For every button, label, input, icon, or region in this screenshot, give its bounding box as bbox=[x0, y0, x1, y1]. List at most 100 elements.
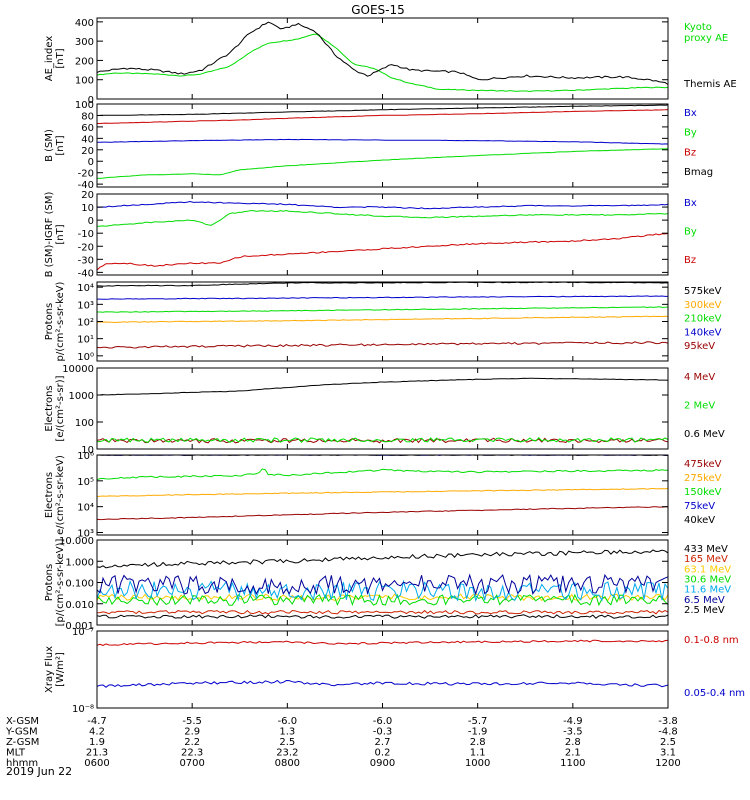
legend-entry: 165 MeV bbox=[684, 554, 728, 565]
legend-entry: 30.6 MeV bbox=[684, 575, 731, 586]
y-tick-label: 10² bbox=[77, 318, 94, 329]
legend-entry: 40keV bbox=[684, 515, 715, 526]
legend-entry: 6.5 MeV bbox=[684, 595, 725, 606]
x-row-value: 0700 bbox=[179, 758, 204, 769]
y-tick-label: 40 bbox=[81, 134, 94, 145]
legend-entry: 2.5 MeV bbox=[684, 605, 725, 616]
series-line-7-2 bbox=[97, 609, 668, 615]
legend-entry: 2 MeV bbox=[684, 401, 715, 412]
y-axis-title: AE_index[nT] bbox=[44, 36, 66, 82]
x-row-value: -4.8 bbox=[658, 727, 678, 738]
figure-title: GOES-15 bbox=[351, 3, 405, 17]
series-line-3-2 bbox=[97, 209, 668, 227]
series-line-7-6 bbox=[97, 573, 668, 596]
series-line-7-7 bbox=[97, 614, 668, 619]
y-axis-title: Electrons[e/(cm²-s-sr)] bbox=[44, 375, 66, 441]
legend-entry: 4 MeV bbox=[684, 372, 715, 383]
legend-entry: 275keV bbox=[684, 473, 722, 484]
series-line-7-4 bbox=[97, 593, 668, 607]
legend-entry: 11.6 MeV bbox=[684, 585, 731, 596]
y-tick-label: -20 bbox=[78, 169, 94, 180]
date-label: 2019 Jun 22 bbox=[6, 765, 72, 778]
panel-3: -40 -30 -20 -10 0 10 20 B (SM)-IGRF (SM)[nT] Bx B… bbox=[44, 190, 697, 279]
y-tick-label: -20 bbox=[78, 242, 94, 253]
y-tick-label: -10 bbox=[78, 229, 94, 240]
legend-entry: 95keV bbox=[684, 341, 715, 352]
y-tick-label: 300 bbox=[75, 37, 94, 48]
x-row-value: 1.3 bbox=[279, 727, 295, 738]
y-tick-label: -30 bbox=[78, 255, 94, 266]
panel-6: 10³ 10⁴ 10⁵ 10⁶ Electronse/(cm²-s-sr-keV) 475… bbox=[44, 451, 722, 539]
x-row-value: 3.1 bbox=[660, 748, 676, 759]
legend-entry: 75keV bbox=[684, 501, 715, 512]
panel-7: 0.001 0.010 0.100 1.000 10.000Protons[p/(cm²… bbox=[44, 536, 731, 632]
series-line-3-3 bbox=[97, 233, 668, 271]
x-row-value: 0.2 bbox=[375, 748, 391, 759]
x-row-value: 2.9 bbox=[184, 727, 200, 738]
legend-entry: 575keV bbox=[684, 286, 722, 297]
x-row-value: -1.9 bbox=[468, 727, 488, 738]
x-row-label: hhmm bbox=[6, 758, 38, 769]
x-row-value: 2.7 bbox=[375, 737, 391, 748]
legend-entry: 140keV bbox=[684, 327, 722, 338]
y-tick-label: 400 bbox=[75, 18, 94, 29]
panel-4: 10⁰ 10¹ 10² 10³ 10⁴ Protonsp/(cm²-s-sr-keV) 57… bbox=[44, 281, 722, 362]
x-row-value: 2.1 bbox=[565, 748, 581, 759]
x-row-label: Y-GSM bbox=[5, 727, 38, 738]
y-tick-label: 10⁰ bbox=[77, 352, 94, 363]
x-row-value: -4.9 bbox=[563, 716, 583, 727]
legend-entry: Bx bbox=[684, 108, 697, 119]
legend-entry: 433 MeV bbox=[684, 544, 728, 555]
series-line-2-1 bbox=[97, 138, 668, 145]
y-tick-label: 10 bbox=[81, 445, 94, 456]
legend-entry: Bx bbox=[684, 198, 697, 209]
y-tick-label: 100 bbox=[75, 418, 94, 429]
series-line-6-1 bbox=[97, 506, 668, 521]
legend-entry: 210keV bbox=[684, 314, 722, 325]
y-tick-label: 200 bbox=[75, 56, 94, 67]
legend-entry: 0.05-0.4 nm bbox=[684, 688, 745, 699]
x-row-value: -4.7 bbox=[87, 716, 107, 727]
x-row-value: 1000 bbox=[465, 758, 490, 769]
series-line-7-1 bbox=[97, 549, 668, 569]
legend-entry: 475keV bbox=[684, 459, 722, 470]
legend-entry: By bbox=[684, 227, 697, 238]
x-row-value: 23.2 bbox=[276, 748, 298, 759]
legend-entry: Themis AE bbox=[683, 79, 737, 90]
y-tick-label: 10.000 bbox=[59, 536, 94, 547]
y-tick-label: -40 bbox=[78, 268, 94, 279]
y-tick-label: 0 bbox=[88, 95, 94, 106]
series-line-4-2 bbox=[97, 315, 668, 324]
series-line-4-3 bbox=[97, 306, 668, 313]
y-tick-label: 100 bbox=[75, 100, 94, 111]
series-line-2-3 bbox=[97, 109, 668, 124]
x-row-value: -3.8 bbox=[658, 716, 678, 727]
legend-entry: 0.6 MeV bbox=[684, 429, 725, 440]
series-line-8-2 bbox=[97, 679, 668, 688]
x-row-value: 21.3 bbox=[86, 748, 108, 759]
y-tick-label: 10⁵ bbox=[77, 477, 94, 488]
x-row-label: Z-GSM bbox=[6, 737, 39, 748]
y-tick-label: 10⁴ bbox=[77, 503, 94, 514]
y-tick-label: 10⁻⁷ bbox=[72, 627, 94, 638]
y-axis-title: B (SM)-IGRF (SM)[nT] bbox=[44, 192, 66, 278]
series-line-4-5 bbox=[97, 341, 668, 349]
y-axis-title: B (SM)[nT] bbox=[44, 129, 66, 162]
y-tick-label: -40 bbox=[78, 180, 94, 191]
y-tick-label: 0.100 bbox=[65, 579, 94, 590]
x-row-value: -0.3 bbox=[373, 727, 393, 738]
series-line-7-5 bbox=[97, 579, 668, 603]
x-row-value: -6.0 bbox=[373, 716, 393, 727]
x-row-value: -6.0 bbox=[278, 716, 298, 727]
y-tick-label: 10 bbox=[81, 203, 94, 214]
legend-entry: Kyoto proxy AE bbox=[684, 22, 728, 44]
series-line-5-1 bbox=[97, 437, 668, 444]
legend-entry: Bz bbox=[684, 255, 696, 266]
x-row-value: 2.8 bbox=[565, 737, 581, 748]
y-axis-title: Protonsp/(cm²-s-sr-keV) bbox=[44, 281, 66, 361]
panel-frame bbox=[96, 367, 669, 450]
legend-entry: Bz bbox=[684, 147, 696, 158]
